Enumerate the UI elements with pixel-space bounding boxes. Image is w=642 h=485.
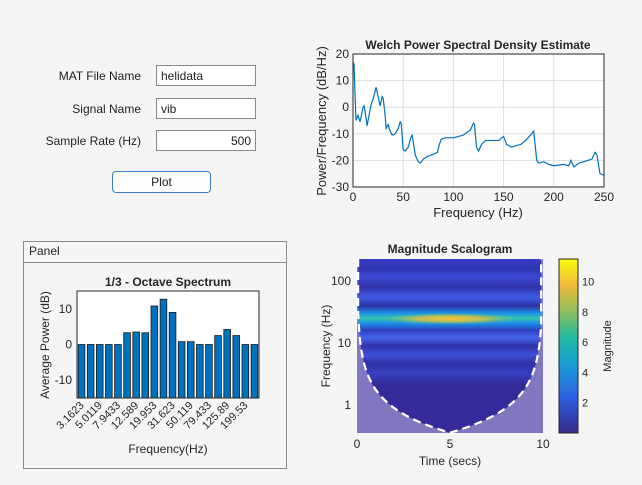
octave-ytick-label: -10: [55, 373, 73, 387]
scalogram-ytick-label: 100: [331, 274, 351, 288]
colorbar-tick-label: 6: [582, 337, 588, 349]
octave-bar: [205, 344, 213, 399]
welch-ylabel: Power/Frequency (dB/Hz): [314, 46, 329, 196]
octave-bar: [186, 341, 195, 399]
octave-bar: [223, 329, 231, 399]
octave-bar: [123, 332, 131, 399]
octave-bar: [196, 344, 204, 399]
welch-xtick-label: 150: [494, 190, 514, 204]
welch-axes-box: [352, 53, 605, 188]
colorbar: [558, 258, 579, 434]
sample-rate-label: Sample Rate (Hz): [45, 134, 141, 148]
mat-file-label: MAT File Name: [58, 69, 141, 83]
octave-bar: [96, 344, 104, 399]
octave-title: 1/3 - Octave Spectrum: [105, 275, 231, 289]
octave-bar: [250, 344, 259, 399]
octave-bar: [114, 344, 122, 399]
welch-xtick-label: 0: [350, 190, 357, 204]
welch-title: Welch Power Spectral Density Estimate: [365, 38, 591, 52]
panel-title: Panel: [24, 242, 286, 263]
welch-psd-line: [352, 61, 605, 176]
signal-name-input[interactable]: vib: [156, 98, 256, 119]
scalogram-title: Magnitude Scalogram: [388, 242, 513, 256]
welch-ytick-label: 20: [336, 47, 350, 61]
welch-ytick-label: -10: [332, 127, 350, 141]
scalogram-xtick-label: 10: [536, 437, 550, 451]
colorbar-tick-label: 10: [582, 277, 594, 289]
scalogram-peak-band: [380, 312, 520, 325]
welch-xtick-label: 200: [544, 190, 564, 204]
scalogram-xtick-label: 0: [354, 437, 361, 451]
colorbar-tick-label: 4: [582, 367, 588, 379]
colorbar-tick-label: 8: [582, 307, 588, 319]
octave-ytick-label: 10: [59, 302, 73, 316]
octave-bar: [105, 344, 113, 399]
panel: Panel: [23, 241, 287, 469]
welch-ytick-label: -20: [332, 153, 350, 167]
scalogram-xlabel: Time (secs): [419, 454, 481, 468]
octave-bar: [214, 335, 222, 399]
scalogram-coi-line: [357, 259, 543, 434]
welch-ytick-label: 10: [336, 74, 350, 88]
scalogram-coi-shading: [357, 259, 543, 433]
scalogram-ytick-label: 1: [344, 398, 351, 412]
octave-bar: [241, 344, 250, 399]
octave-xlabel: Frequency(Hz): [128, 442, 207, 456]
welch-ytick-label: 0: [342, 100, 349, 114]
welch-xtick-label: 100: [443, 190, 463, 204]
welch-ytick-label: -30: [332, 180, 350, 194]
octave-bar: [177, 341, 186, 399]
welch-xtick-label: 250: [594, 190, 614, 204]
sample-rate-input[interactable]: 500: [156, 130, 256, 151]
scalogram-ylabel: Frequency (Hz): [319, 305, 333, 388]
octave-bar: [77, 344, 86, 399]
mat-file-input[interactable]: helidata: [156, 65, 256, 86]
octave-ytick-label: 0: [65, 338, 72, 352]
octave-ylabel: Average Power (dB): [38, 291, 52, 399]
welch-axes-bg: [353, 54, 604, 187]
plot-button[interactable]: Plot: [112, 171, 211, 193]
colorbar-label: Magnitude: [602, 320, 614, 371]
octave-bar: [159, 298, 168, 399]
octave-axes-box: [76, 290, 260, 399]
scalogram-ytick-label: 10: [338, 336, 352, 350]
octave-bar: [132, 331, 140, 399]
welch-xlabel: Frequency (Hz): [433, 205, 523, 220]
signal-name-label: Signal Name: [72, 102, 141, 116]
octave-axes-bg: [77, 291, 259, 398]
octave-bar: [141, 332, 149, 399]
octave-bar: [168, 311, 177, 399]
octave-bar: [232, 335, 240, 399]
octave-bar: [150, 305, 159, 399]
octave-bar: [86, 344, 95, 399]
colorbar-tick-label: 2: [582, 398, 588, 410]
scalogram-xtick-label: 5: [447, 437, 454, 451]
welch-xtick-label: 50: [397, 190, 411, 204]
